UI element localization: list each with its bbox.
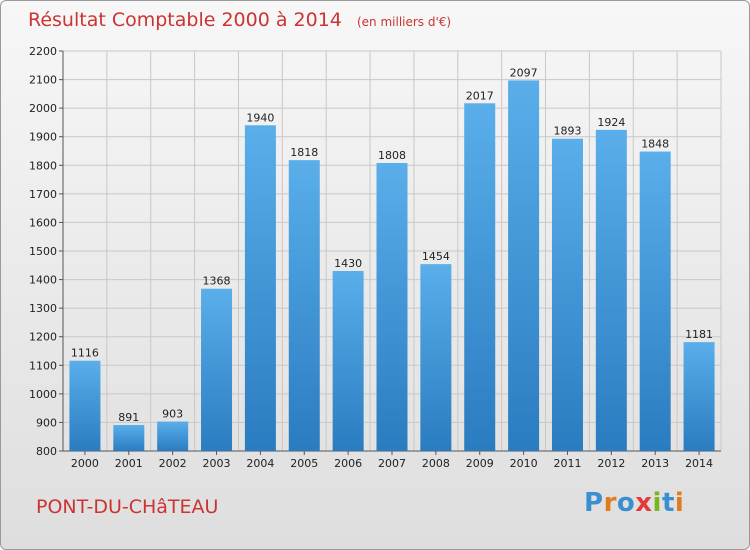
logo-letter: o — [616, 488, 636, 518]
value-label: 1181 — [685, 328, 713, 341]
value-label: 1848 — [641, 138, 669, 151]
logo-letter: i — [674, 488, 685, 518]
bars — [69, 80, 715, 452]
bar — [376, 163, 408, 451]
bar — [201, 288, 233, 451]
bar — [508, 80, 540, 451]
value-label: 1924 — [597, 116, 625, 129]
bar — [551, 138, 583, 451]
y-tick-label: 1500 — [29, 245, 57, 258]
logo-letter: P — [584, 488, 604, 518]
y-tick-label: 1100 — [29, 359, 57, 372]
x-tick-label: 2004 — [246, 457, 274, 470]
y-tick-label: 1900 — [29, 131, 57, 144]
value-label: 2017 — [466, 89, 494, 102]
bar — [288, 160, 320, 451]
x-tick-label: 2002 — [159, 457, 187, 470]
bar — [332, 271, 364, 451]
y-tick-label: 1800 — [29, 159, 57, 172]
x-tick-label: 2011 — [553, 457, 581, 470]
y-tick-label: 1000 — [29, 388, 57, 401]
value-label: 1430 — [334, 257, 362, 270]
y-tick-label: 2000 — [29, 102, 57, 115]
x-tick-label: 2010 — [510, 457, 538, 470]
value-label: 891 — [118, 411, 139, 424]
x-tick-label: 2008 — [422, 457, 450, 470]
y-tick-label: 800 — [36, 445, 57, 458]
labels: 800 900 1000 1100 1200 1300 1400 1500 1600 1700 18… — [29, 45, 713, 470]
value-label: 1940 — [246, 111, 274, 124]
chart-title: Résultat Comptable 2000 à 2014 — [28, 9, 342, 31]
logo-letter: i — [652, 488, 662, 518]
bar — [69, 360, 101, 451]
y-tick-label: 900 — [36, 416, 57, 429]
x-tick-label: 2012 — [597, 457, 625, 470]
value-label: 1808 — [378, 149, 406, 162]
x-tick-label: 2006 — [334, 457, 362, 470]
logo-letter: r — [603, 488, 617, 518]
value-label: 2097 — [510, 66, 538, 79]
value-label: 1116 — [71, 347, 99, 360]
title-row: Résultat Comptable 2000 à 2014 (en milli… — [28, 9, 451, 31]
y-tick-label: 1600 — [29, 216, 57, 229]
place-name: PONT-DU-CHâTEAU — [36, 496, 219, 518]
chart-subtitle: (en milliers d'€) — [356, 15, 452, 29]
bar — [157, 421, 189, 451]
logo-letter: t — [661, 488, 675, 518]
x-tick-label: 2001 — [115, 457, 143, 470]
value-label: 1454 — [422, 250, 450, 263]
x-tick-label: 2007 — [378, 457, 406, 470]
y-tick-label: 1200 — [29, 331, 57, 344]
x-tick-label: 2000 — [71, 457, 99, 470]
bar — [113, 425, 145, 451]
y-tick-label: 2200 — [29, 45, 57, 58]
bar — [420, 264, 452, 451]
value-label: 1893 — [553, 125, 581, 138]
y-tick-label: 1400 — [29, 274, 57, 287]
x-tick-label: 2013 — [641, 457, 669, 470]
y-tick-label: 1700 — [29, 188, 57, 201]
x-tick-label: 2014 — [685, 457, 713, 470]
value-label: 1368 — [203, 275, 231, 288]
value-label: 1818 — [290, 146, 318, 159]
bar — [595, 129, 627, 451]
x-tick-label: 2005 — [290, 457, 318, 470]
proxiti-logo[interactable]: Proxiti — [584, 488, 684, 518]
x-tick-label: 2003 — [203, 457, 231, 470]
bar — [244, 125, 276, 452]
bar — [464, 103, 496, 452]
value-label: 903 — [162, 408, 183, 421]
bar — [639, 151, 671, 452]
y-tick-label: 1300 — [29, 302, 57, 315]
logo-letter: x — [635, 488, 653, 518]
x-tick-label: 2009 — [466, 457, 494, 470]
y-tick-label: 2100 — [29, 74, 57, 87]
bar — [683, 342, 715, 451]
